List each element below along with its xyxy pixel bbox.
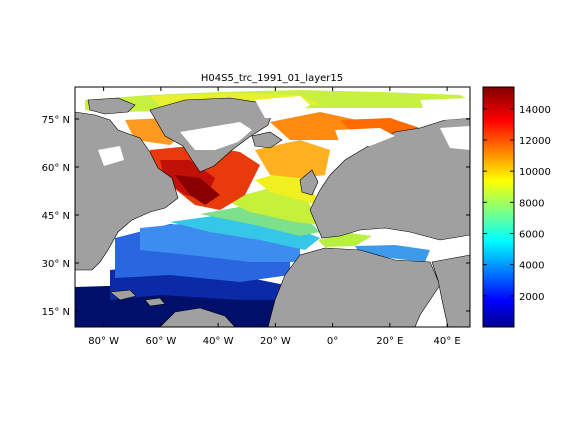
colorbar-tick-label: 10000 (519, 167, 551, 178)
arctic-islands (87, 97, 136, 115)
caribbean-islands (109, 289, 166, 307)
y-tick-label: 60° N (42, 163, 70, 174)
x-tick-label: 40° E (433, 336, 460, 347)
colorbar-ticks: 2000 4000 6000 8000 10000 12000 14000 (483, 105, 551, 303)
south-america (159, 307, 236, 327)
colorbar-tick-label: 14000 (519, 105, 551, 116)
y-tick-label: 30° N (42, 259, 70, 270)
y-axis: 75° N 60° N 45° N 30° N 15° N (42, 115, 470, 318)
x-tick-label: 40° W (203, 336, 234, 347)
colorbar-tick-label: 12000 (519, 136, 551, 147)
colorbar: 2000 4000 6000 8000 10000 12000 14000 (482, 86, 551, 328)
map-frame (74, 86, 471, 328)
colorbar-tick-label: 6000 (519, 229, 544, 240)
colorbar-tick-label: 4000 (519, 261, 544, 272)
x-tick-label: 60° W (145, 336, 176, 347)
colorbar-tick-label: 2000 (519, 292, 544, 303)
y-tick-label: 75° N (42, 115, 70, 126)
y-tick-label: 45° N (42, 211, 70, 222)
arabia (431, 254, 470, 327)
x-tick-label: 20° E (376, 336, 403, 347)
africa (267, 247, 441, 327)
x-tick-label: 20° W (260, 336, 291, 347)
chart-title: H04S5_trc_1991_01_layer15 (201, 73, 343, 84)
british-isles (299, 169, 319, 196)
colorbar-gradient (482, 86, 515, 328)
map-panel (75, 87, 470, 327)
x-tick-label: 80° W (88, 336, 119, 347)
y-tick-label: 15° N (42, 307, 70, 318)
ice-no-data (98, 96, 470, 166)
europe (309, 117, 470, 241)
colorbar-tick-label: 8000 (519, 198, 544, 209)
x-tick-label: 0° (327, 336, 338, 347)
x-axis: 80° W 60° W 40° W 20° W 0° 20° E 40° E (88, 87, 461, 347)
iceland (251, 131, 283, 149)
